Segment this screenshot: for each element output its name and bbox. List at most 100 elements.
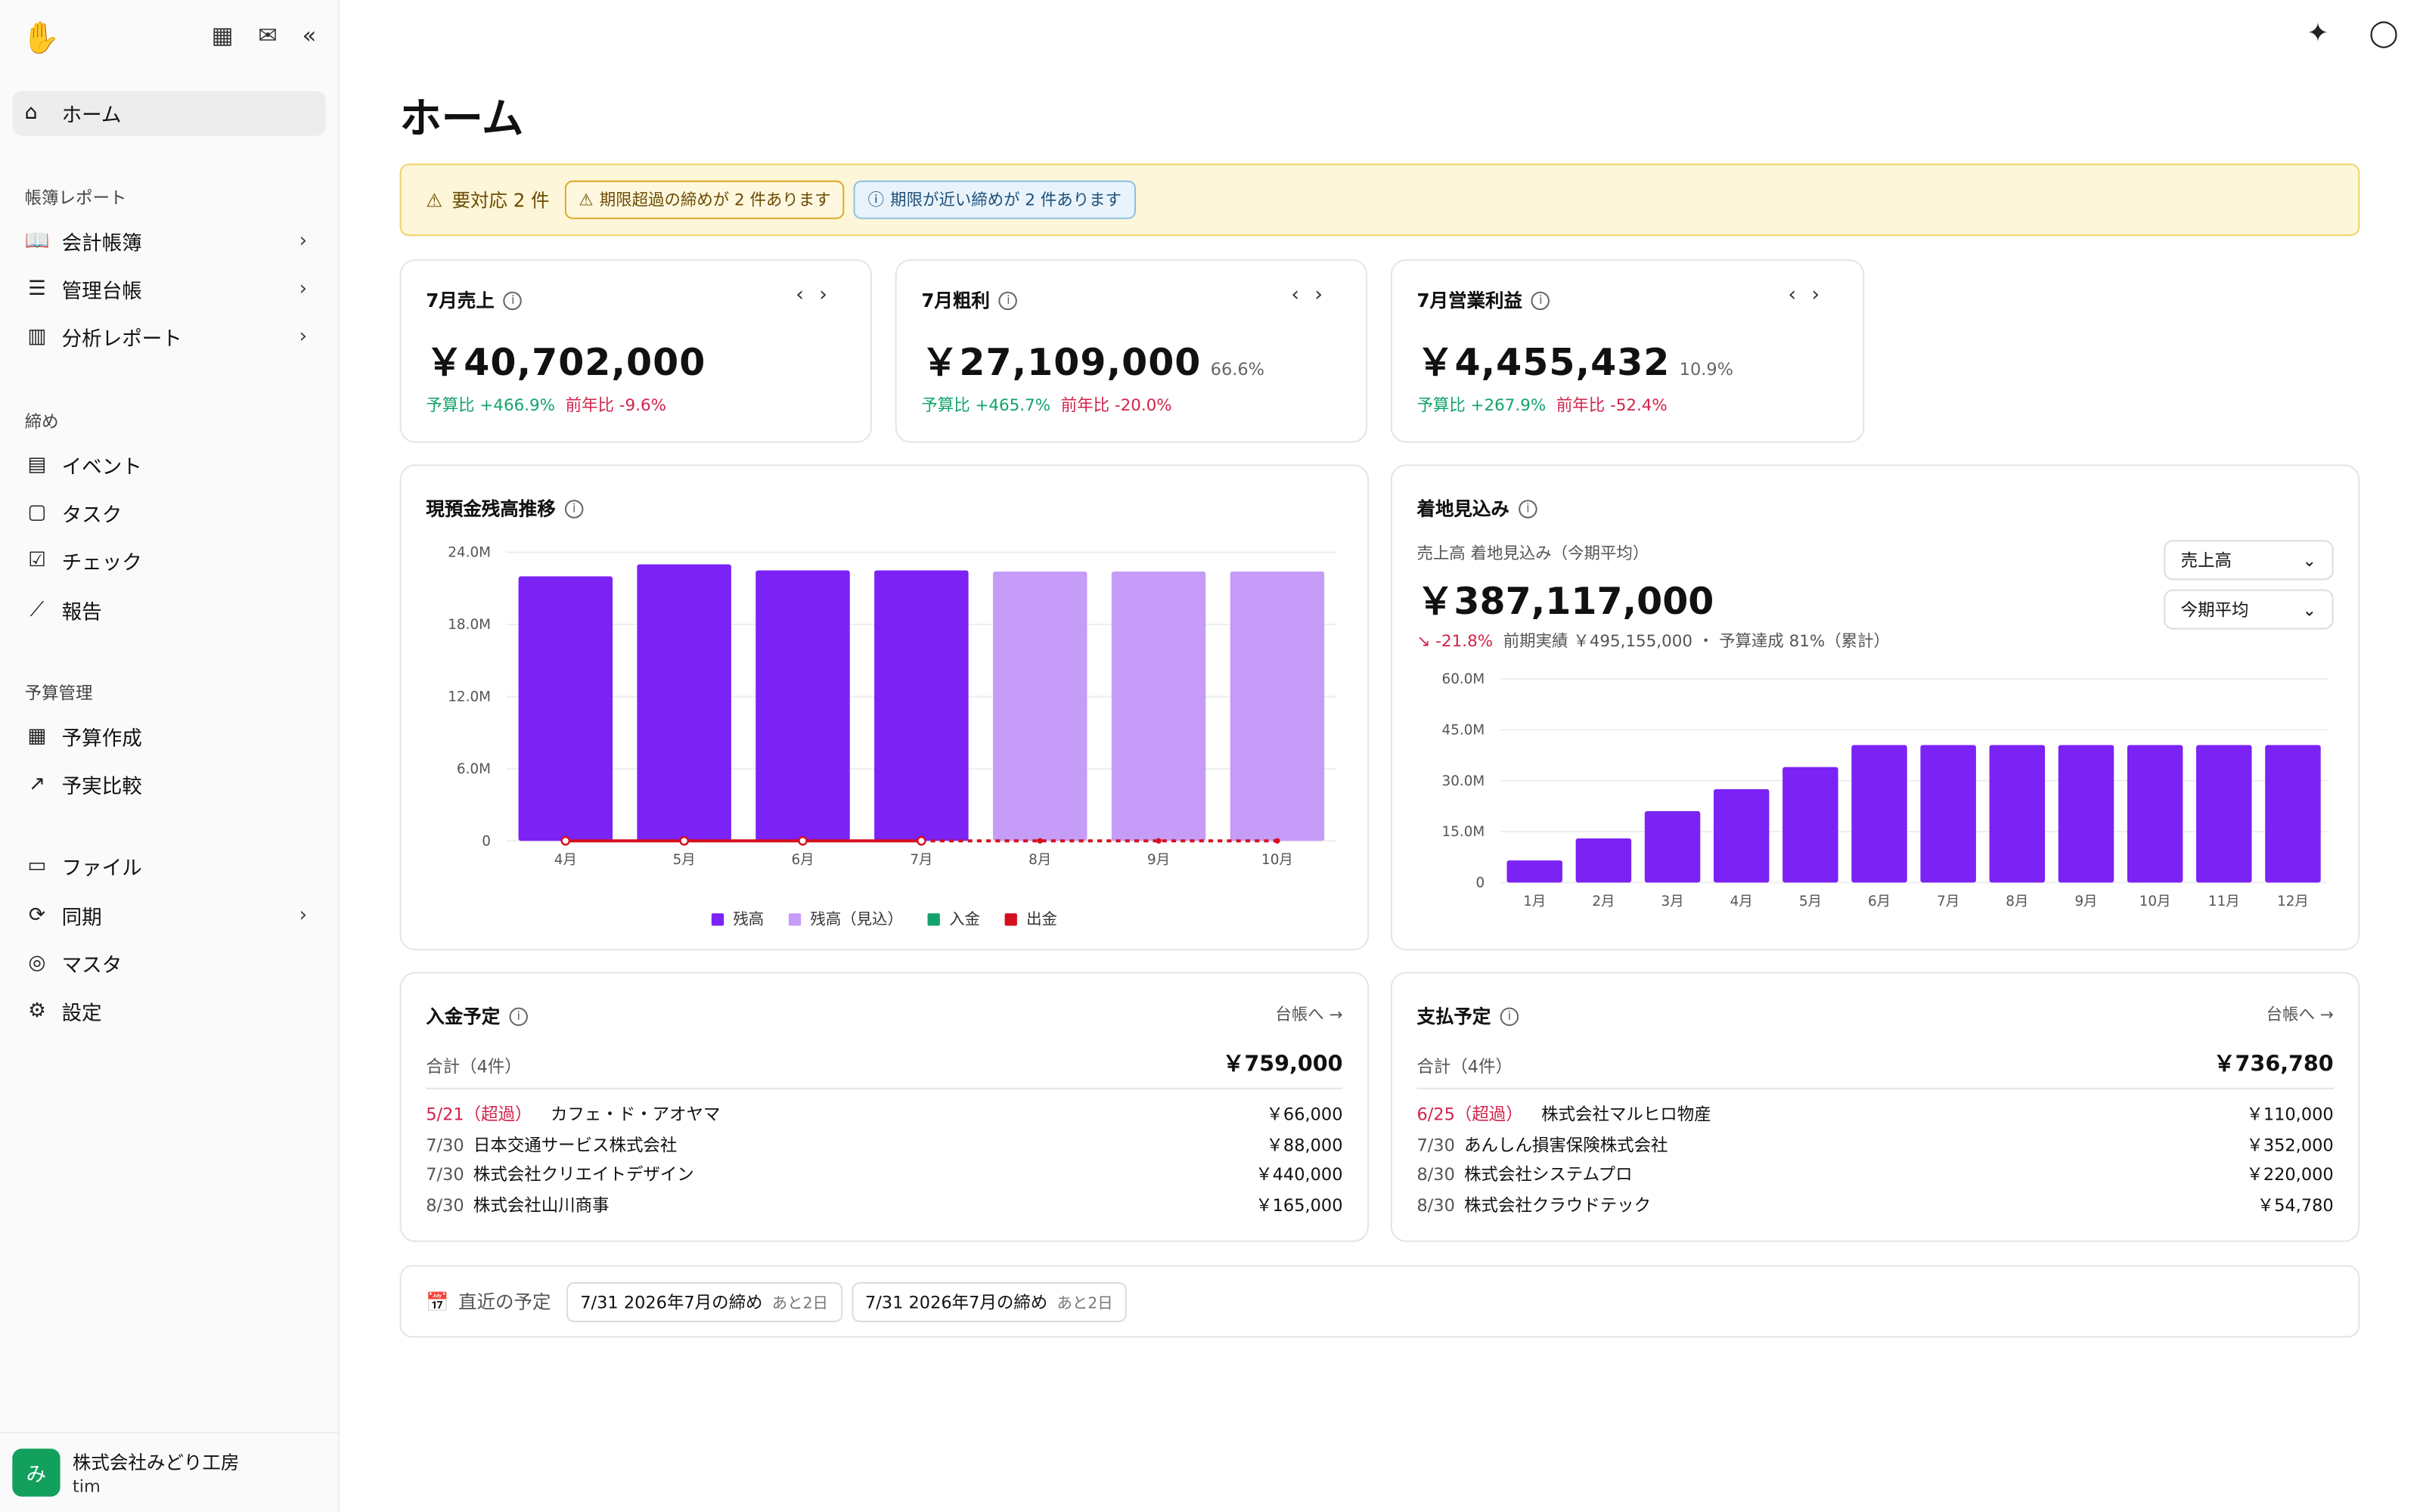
bar	[2058, 745, 2114, 883]
y-tick-label: 45.0M	[1442, 722, 1485, 738]
table-row[interactable]: 7/30 株式会社クリエイトデザイン ￥440,000	[426, 1160, 1342, 1188]
chevron-right-icon[interactable]: ›	[1811, 284, 1835, 308]
calendar-icon: ▤	[27, 452, 47, 476]
warning-icon: ⚠	[426, 188, 443, 211]
x-tick-label: 4月	[554, 852, 577, 868]
forecast-delta-detail: 前期実績 ￥495,155,000 ・ 予算達成 81%（累計）	[1503, 632, 1890, 652]
account-switcher[interactable]: み 株式会社みどり工房 tim	[0, 1431, 340, 1512]
legend-item-outflow[interactable]: 出金	[1004, 906, 1057, 929]
hand-logo-icon[interactable]: ✋	[21, 18, 60, 56]
x-tick-label: 6月	[1868, 894, 1891, 909]
apps-grid-icon[interactable]: ▦	[211, 21, 234, 50]
x-tick-label: 9月	[1147, 852, 1170, 868]
table-row[interactable]: 5/21（超過） カフェ・ド・アオヤマ ￥66,000	[426, 1100, 1342, 1128]
upcoming-closings-chip[interactable]: ⓘ 期限が近い締めが 2 件あります	[854, 180, 1136, 219]
info-icon[interactable]: i	[999, 290, 1018, 310]
table-row[interactable]: 7/30 日本交通サービス株式会社 ￥88,000	[426, 1131, 1342, 1159]
home-icon: ⌂	[24, 101, 38, 125]
sidebar-item-management-ledger[interactable]: ☰ 管理台帳 ›	[12, 268, 325, 308]
sidebar-item-tasks[interactable]: ▢ タスク	[12, 492, 325, 532]
sidebar-item-sync[interactable]: ⟳ 同期 ›	[12, 895, 325, 935]
upcoming-item[interactable]: 7/31 2026年7月の締め あと2日	[851, 1281, 1128, 1321]
sidebar-item-budget-compare[interactable]: ↗ 予実比較	[12, 764, 325, 804]
sidebar-item-events[interactable]: ▤ イベント	[12, 445, 325, 485]
bar	[1851, 745, 1907, 883]
sidebar-item-settings[interactable]: ⚙ 設定	[12, 990, 325, 1030]
kpi-deltas: 予算比 +466.9% 前年比 -9.6%	[426, 393, 666, 417]
chevron-right-icon[interactable]: ›	[819, 284, 843, 308]
info-icon[interactable]: i	[564, 499, 584, 518]
sidebar-item-label: 会計帳簿	[61, 232, 142, 256]
x-tick-label: 11月	[2208, 894, 2240, 909]
row-name: 株式会社山川商事	[473, 1195, 610, 1216]
sidebar-item-label: 設定	[61, 1002, 102, 1026]
info-icon[interactable]: i	[509, 1006, 528, 1026]
ledger-link[interactable]: 台帳へ →	[1275, 1005, 1343, 1025]
payments-card: 支払予定 i 台帳へ → 合計（4件） ￥736,780 6/25（超過） 株式会社…	[1390, 971, 2360, 1242]
bar	[1989, 745, 2046, 883]
collapse-sidebar-icon[interactable]: «	[302, 21, 317, 50]
chevron-right-icon[interactable]: ›	[1314, 284, 1339, 308]
sidebar-item-master[interactable]: ◎ マスタ	[12, 943, 325, 983]
gear-icon: ⚙	[28, 999, 46, 1023]
divider	[1416, 1087, 2334, 1089]
chat-icon[interactable]: ◯	[2369, 18, 2399, 50]
upcoming-item-text: 7/31 2026年7月の締め	[580, 1292, 763, 1312]
sidebar-item-checks[interactable]: ☑ チェック	[12, 540, 325, 580]
card-title-text: 支払予定	[1416, 1005, 1491, 1028]
book-icon: 📖	[24, 229, 50, 253]
info-icon[interactable]: i	[1519, 499, 1537, 518]
cash-balance-chart: 0 6.0M 12.0M 18.0M 24.0M 4月 5月 6月 7月 8月 9月 10月	[448, 545, 1337, 868]
legend-item-balance[interactable]: 残高	[711, 906, 764, 929]
sidebar-item-files[interactable]: ▭ ファイル	[12, 845, 325, 885]
kpi-yoy-delta: 前年比 -20.0%	[1060, 396, 1172, 415]
bar	[1230, 572, 1325, 841]
inbox-icon[interactable]: ✉	[258, 21, 278, 50]
sparkle-ai-icon[interactable]: ✦	[2307, 18, 2329, 50]
sidebar-item-home[interactable]: ⌂ ホーム	[12, 91, 326, 136]
info-icon[interactable]: i	[504, 290, 523, 310]
kpi-value: ￥40,702,000	[426, 332, 715, 386]
sidebar-item-label: 予算作成	[61, 727, 142, 751]
outflow-forecast-point	[1156, 838, 1162, 844]
bar	[2265, 745, 2321, 883]
checklist-icon: ☑	[28, 548, 46, 572]
sidebar-item-accounting-books[interactable]: 📖 会計帳簿 ›	[12, 221, 325, 261]
method-select[interactable]: 今期平均 ⌄	[2164, 589, 2334, 630]
row-amount: ￥165,000	[1255, 1195, 1343, 1216]
sidebar-item-label: チェック	[61, 551, 142, 575]
chevron-left-icon[interactable]: ‹	[1788, 284, 1812, 308]
kpi-card-operating-profit: 7月営業利益 i ‹› ￥4,455,432 10.9% 予算比 +267.9% 前…	[1390, 259, 1865, 443]
chip-label: 期限超過の締めが 2 件あります	[599, 191, 831, 210]
sidebar-item-analysis-report[interactable]: ▥ 分析レポート ›	[12, 316, 325, 356]
table-row[interactable]: 7/30 あんしん損害保険株式会社 ￥352,000	[1416, 1131, 2333, 1159]
overdue-closings-chip[interactable]: ⚠ 期限超過の締めが 2 件あります	[564, 180, 845, 219]
metric-select[interactable]: 売上高 ⌄	[2164, 540, 2334, 581]
row-name: カフェ・ド・アオヤマ	[550, 1105, 721, 1125]
table-row[interactable]: 8/30 株式会社山川商事 ￥165,000	[426, 1191, 1342, 1219]
kpi-label-text: 7月営業利益	[1416, 290, 1522, 312]
kpi-period-nav: ‹›	[1788, 284, 1835, 308]
sidebar-item-budget-create[interactable]: ▦ 予算作成	[12, 716, 325, 756]
upcoming-item[interactable]: 7/31 2026年7月の締め あと2日	[566, 1281, 842, 1321]
chevron-left-icon[interactable]: ‹	[796, 284, 820, 308]
legend-item-inflow[interactable]: 入金	[927, 906, 980, 929]
total-label: 合計（4件）	[1416, 1056, 1512, 1077]
ledger-link[interactable]: 台帳へ →	[2266, 1005, 2334, 1025]
info-icon[interactable]: i	[1500, 1006, 1519, 1026]
legend-item-balance-forecast[interactable]: 残高（見込）	[788, 906, 903, 929]
table-row[interactable]: 8/30 株式会社システムプロ ￥220,000	[1416, 1160, 2333, 1188]
row-name: 株式会社マルヒロ物産	[1541, 1105, 1711, 1125]
bar	[1575, 838, 1632, 883]
sidebar-item-label: 報告	[61, 600, 102, 624]
table-row[interactable]: 8/30 株式会社クラウドテック ￥54,780	[1416, 1191, 2333, 1219]
sidebar-item-reports[interactable]: ⟋ 報告	[12, 590, 325, 630]
legend-label: 出金	[1026, 912, 1057, 929]
info-icon[interactable]: i	[1531, 290, 1550, 310]
y-tick-label: 18.0M	[448, 617, 491, 633]
chevron-left-icon[interactable]: ‹	[1291, 284, 1315, 308]
table-row[interactable]: 6/25（超過） 株式会社マルヒロ物産 ￥110,000	[1416, 1100, 2333, 1128]
x-tick-label: 3月	[1661, 894, 1684, 909]
receipts-card: 入金予定 i 台帳へ → 合計（4件） ￥759,000 5/21（超過） カフェ・…	[399, 971, 1370, 1242]
forecast-subtitle: 売上高 着地見込み（今期平均）	[1416, 544, 1649, 563]
